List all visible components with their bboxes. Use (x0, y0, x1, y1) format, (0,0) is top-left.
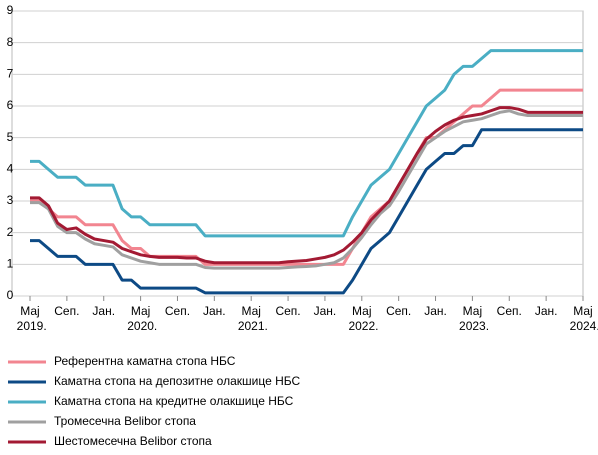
x-tick-label: Сеп. (275, 304, 300, 318)
legend-label: Каматна стопа на кредитне олакшице НБС (54, 394, 294, 408)
x-tick-label: Мај 2020. (124, 304, 157, 333)
x-tick-label: Јан. (203, 304, 226, 318)
y-tick-label: 1 (7, 257, 14, 271)
x-tick-label: Мај 2024. (566, 304, 598, 333)
y-tick-label: 7 (7, 67, 14, 81)
x-tick-label: Јан. (535, 304, 558, 318)
x-tick-label: Сеп. (386, 304, 411, 318)
x-tick-label: Сеп. (165, 304, 190, 318)
x-tick-label: Јан. (92, 304, 115, 318)
x-tick-label-line: 2021. (235, 319, 268, 333)
series-line (30, 128, 583, 295)
x-tick-label-line: Мај (463, 304, 482, 318)
y-tick-label: 4 (7, 162, 14, 176)
x-tick-label-line: 2020. (124, 319, 157, 333)
series-line (30, 106, 583, 265)
legend-label: Тромесечна Belibor стопа (54, 414, 196, 428)
x-tick-label: Јан. (424, 304, 447, 318)
legend-label: Каматна стопа на депозитне олакшице НБС (54, 374, 300, 388)
series-line (30, 88, 583, 266)
x-tick-label-line: Мај (131, 304, 150, 318)
x-tick-label: Мај 2021. (235, 304, 268, 333)
y-tick-label: 6 (7, 98, 14, 112)
x-tick-label: Мај 2019. (13, 304, 46, 333)
series-line (30, 109, 583, 270)
x-tick-label-line: 2024. (566, 319, 598, 333)
legend-label: Шестомесечна Belibor стопа (54, 434, 212, 448)
x-tick-label: Мај 2022. (345, 304, 378, 333)
x-tick-label-line: Мај (241, 304, 260, 318)
series-line (30, 49, 583, 238)
y-tick-label: 3 (7, 193, 14, 207)
y-tick-label: 8 (7, 35, 14, 49)
y-tick-label: 9 (7, 3, 14, 17)
x-tick-label: Мај 2023. (456, 304, 489, 333)
x-tick-label-line: 2022. (345, 319, 378, 333)
plot-frame (11, 10, 584, 297)
x-tick-label: Сеп. (54, 304, 79, 318)
legend-label: Референтна каматна стопа НБС (54, 354, 236, 368)
y-tick-label: 5 (7, 130, 14, 144)
x-tick-label: Сеп. (497, 304, 522, 318)
y-tick-label: 0 (7, 288, 14, 302)
y-tick-label: 2 (7, 225, 14, 239)
x-tick-label-line: Мај (352, 304, 371, 318)
x-tick-label-line: Мај (573, 304, 592, 318)
x-tick-label-line: Мај (20, 304, 39, 318)
x-tick-label: Јан. (314, 304, 337, 318)
x-tick-label-line: 2019. (13, 319, 46, 333)
x-tick-label-line: 2023. (456, 319, 489, 333)
